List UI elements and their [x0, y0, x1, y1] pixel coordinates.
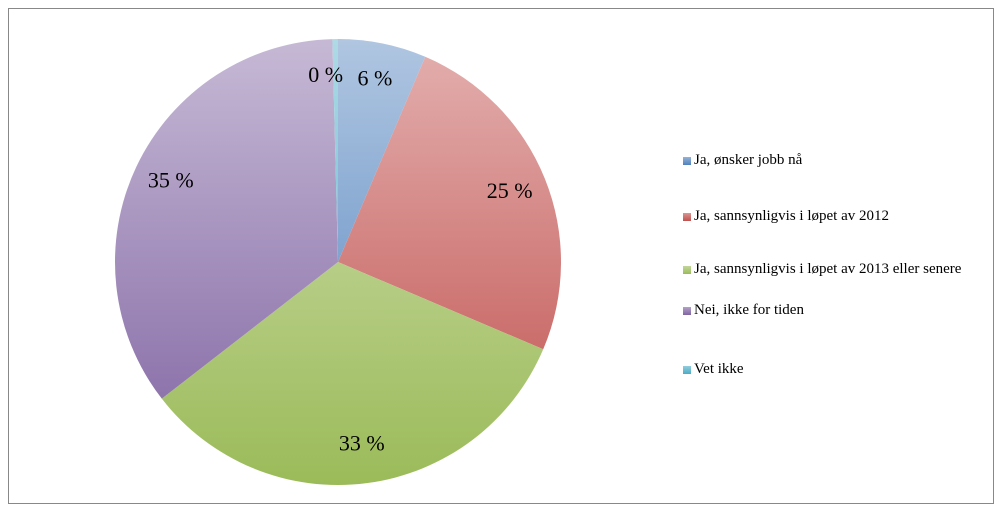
pie-slice: [338, 56, 562, 350]
legend-label: Vet ikke: [694, 361, 744, 377]
data-label: 25 %: [487, 178, 533, 203]
legend-label: Nei, ikke for tiden: [694, 302, 804, 318]
legend-item: Ja, sannsynligvis i løpet av 2013 eller …: [683, 259, 973, 280]
legend-label: Ja, sannsynligvis i løpet av 2013 eller …: [694, 261, 962, 277]
legend-swatch: [683, 213, 691, 221]
pie-slice: [161, 262, 544, 486]
legend-label: Ja, sannsynligvis i løpet av 2012: [694, 208, 889, 224]
legend-item: Vet ikke: [683, 359, 973, 380]
legend-label: Ja, ønsker jobb nå: [694, 152, 803, 168]
data-label: 0 %: [308, 62, 343, 87]
pie-slice: [338, 39, 426, 262]
legend-swatch: [683, 307, 691, 315]
legend-item: Nei, ikke for tiden: [683, 300, 973, 321]
data-label: 35 %: [148, 168, 194, 193]
pie-slice: [332, 39, 338, 262]
legend-swatch: [683, 157, 691, 165]
data-label: 33 %: [339, 431, 385, 456]
legend-swatch: [683, 266, 691, 274]
pie-slice: [114, 39, 338, 399]
chart-frame: [8, 8, 994, 504]
legend-swatch: [683, 366, 691, 374]
data-label: 6 %: [358, 66, 393, 91]
legend-item: Ja, sannsynligvis i løpet av 2012: [683, 206, 973, 227]
legend-item: Ja, ønsker jobb nå: [683, 150, 973, 171]
